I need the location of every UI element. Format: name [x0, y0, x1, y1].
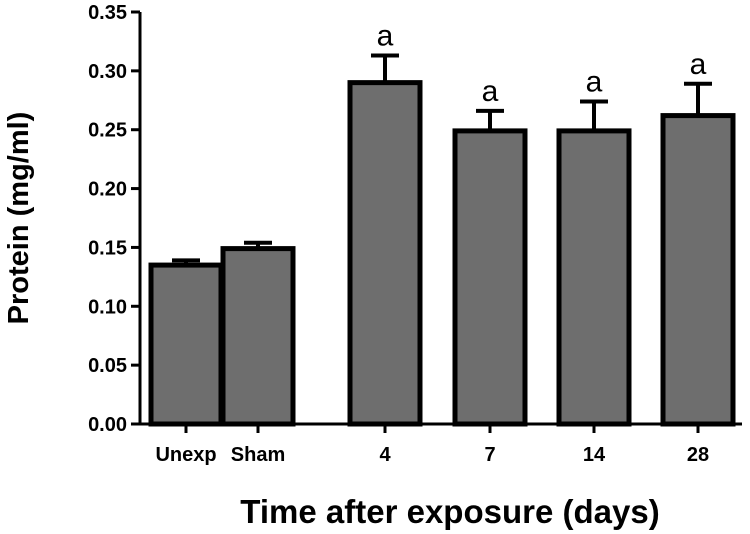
x-axis-title: Time after exposure (days) [240, 493, 659, 530]
x-tick-label: 14 [583, 444, 606, 466]
bar [452, 128, 528, 427]
bar [660, 113, 736, 427]
plot-area: Unexp Sham a 4 a 7 a 14 a 28 0.00 0.05 0.10 0.15 0.20 0… [88, 2, 742, 466]
y-tick-label: 0.05 [88, 355, 127, 377]
bar [148, 262, 224, 427]
x-tick-label: Unexp [155, 444, 216, 466]
significance-label: a [377, 20, 394, 53]
significance-label: a [482, 75, 499, 108]
x-tick-label: Sham [231, 444, 285, 466]
significance-label: a [690, 48, 707, 81]
bar [220, 246, 296, 427]
x-tick-label: 28 [687, 444, 709, 466]
bar [347, 80, 423, 427]
y-tick-label: 0.00 [88, 414, 127, 436]
y-tick-label: 0.10 [88, 296, 127, 318]
y-axis-title: Protein (mg/ml) [3, 112, 35, 325]
significance-label: a [586, 65, 603, 98]
x-tick-label: 7 [484, 444, 495, 466]
y-tick-label: 0.35 [88, 2, 127, 24]
y-tick-label: 0.20 [88, 179, 127, 201]
y-tick-label: 0.30 [88, 61, 127, 83]
y-tick-label: 0.15 [88, 237, 127, 259]
y-tick-label: 0.25 [88, 120, 127, 142]
x-tick-label: 4 [379, 444, 391, 466]
bar [556, 128, 632, 427]
